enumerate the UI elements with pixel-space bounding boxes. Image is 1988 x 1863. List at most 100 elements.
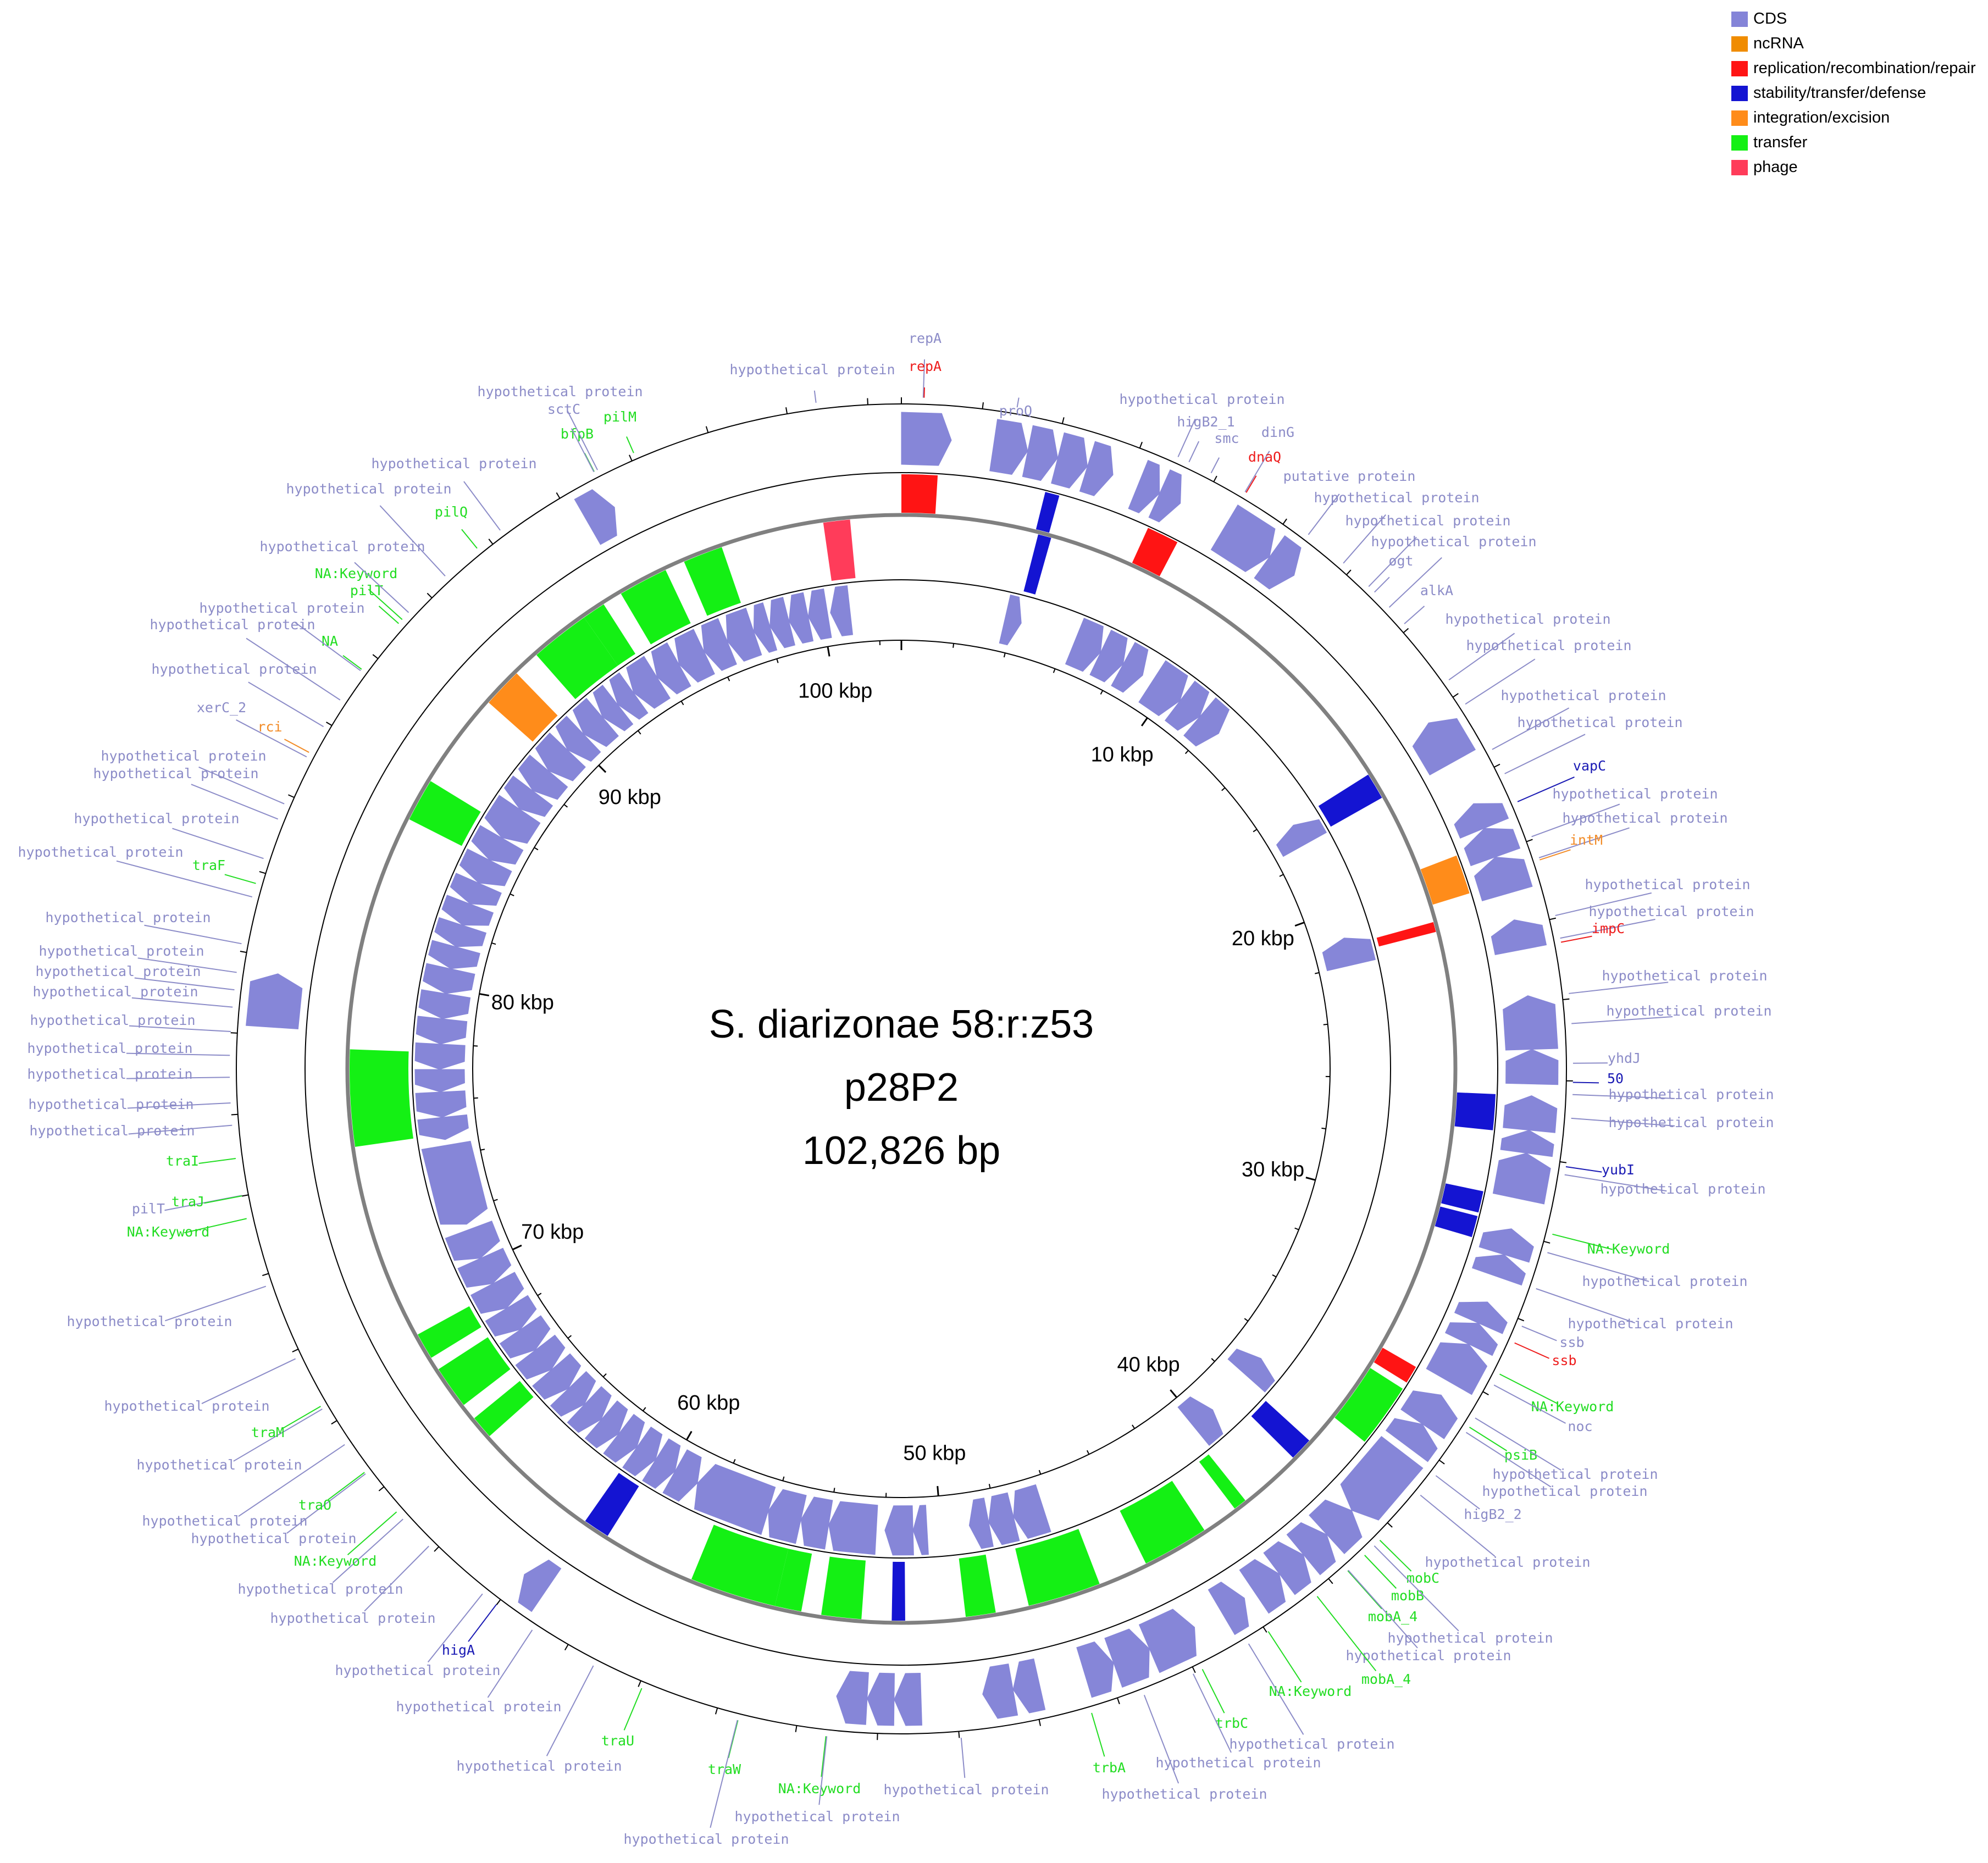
label-leader-line: [818, 1736, 828, 1805]
inner-cds-arrow: [651, 642, 691, 695]
gene-label: hypothetical protein: [396, 1699, 561, 1715]
inner-cds-arrow: [912, 1505, 929, 1555]
outer-tick: [785, 407, 788, 414]
gene-label: pilT: [350, 583, 383, 598]
gene-label: hypothetical protein: [371, 456, 536, 472]
map-title-line-1: S. diarizonae 58:r:z53: [709, 1002, 1094, 1046]
gene-label: hypothetical protein: [286, 481, 451, 497]
label-leader-line: [1435, 1475, 1480, 1510]
inner-cds-arrow: [414, 1069, 465, 1093]
label-leader-line: [1364, 1555, 1397, 1589]
inner-cds-arrow: [1065, 618, 1104, 672]
gene-label: hypothetical protein: [93, 766, 258, 781]
feature-block-transfer: [1120, 1481, 1205, 1564]
gene-label: traU: [601, 1733, 634, 1749]
gene-label: hypothetical protein: [191, 1531, 356, 1546]
legend-swatch: [1731, 85, 1748, 101]
gene-label: hypothetical protein: [729, 362, 895, 378]
legend-swatch: [1731, 11, 1748, 27]
outer-cds-arrow: [1128, 459, 1160, 513]
inner-cds-arrow: [503, 775, 553, 817]
outer-tick: [1518, 1318, 1525, 1322]
label-leader-line: [165, 1285, 267, 1322]
inner-cds-arrow: [584, 1400, 628, 1449]
minor-tick: [782, 1476, 785, 1481]
gene-label: NA:Keyword: [778, 1781, 861, 1797]
label-leader-line: [1374, 1545, 1459, 1632]
outer-tick: [867, 398, 868, 405]
gene-label: yhdJ: [1608, 1050, 1641, 1066]
minor-tick: [776, 658, 779, 663]
inner-cds-arrow: [603, 1413, 645, 1463]
gene-label: hypothetical protein: [1445, 611, 1610, 627]
inner-cds-arrow: [642, 1438, 681, 1489]
inner-cds-arrow: [726, 607, 762, 662]
gene-label: noc: [1568, 1418, 1592, 1434]
minor-tick: [1211, 1358, 1215, 1362]
minor-tick: [953, 643, 955, 648]
label-leader-line: [1348, 1570, 1418, 1649]
gene-label: hypothetical protein: [32, 984, 198, 1000]
gene-label: NA:Keyword: [127, 1224, 210, 1240]
minor-tick: [563, 803, 568, 808]
minor-tick: [1244, 1318, 1249, 1322]
outer-tick: [288, 794, 295, 799]
gene-label: hypothetical protein: [335, 1662, 500, 1678]
label-leader-line: [144, 924, 242, 945]
gene-label: hypothetical protein: [1101, 1786, 1267, 1802]
minor-tick: [1221, 787, 1226, 791]
label-leader-line: [1560, 935, 1592, 943]
label-leader-line: [1465, 1432, 1552, 1488]
gene-label: mobB: [1391, 1588, 1424, 1604]
label-leader-line: [201, 1358, 296, 1404]
inner-cds-arrow: [484, 795, 541, 844]
gene-label: ssb: [1559, 1334, 1584, 1350]
kbp-tick-label: 90 kbp: [599, 786, 661, 809]
inner-cds-arrow: [459, 849, 512, 886]
outer-tick: [262, 1273, 269, 1277]
label-leader-line: [922, 359, 926, 398]
outer-tick: [1493, 763, 1500, 768]
feature-block-stability: [1251, 1401, 1310, 1458]
label-leader-line: [198, 766, 285, 805]
inner-cds-arrow: [1322, 938, 1376, 972]
kbp-ticks: 10 kbp 20 kbp 30 kbp 40 kbp 50 kbp 60 kbp 70 k…: [230, 397, 1573, 1740]
inner-cds-arrow: [515, 1334, 566, 1380]
label-leader-line: [1504, 734, 1586, 774]
gene-label: alkA: [1420, 583, 1453, 598]
outer-tick: [564, 1644, 569, 1651]
outer-tick: [1482, 1391, 1489, 1395]
outer-tick: [1543, 1240, 1550, 1244]
gene-label: repA: [909, 330, 942, 346]
label-leader-line: [1571, 1016, 1673, 1024]
label-leader-line: [1201, 1668, 1225, 1714]
ring-circle: [304, 472, 1498, 1666]
inner-cds-arrow: [828, 1501, 878, 1555]
outer-tick: [292, 1349, 299, 1352]
kbp-tick-label: 50 kbp: [903, 1441, 966, 1465]
label-leader-line: [546, 1665, 594, 1756]
label-leader-line: [233, 1409, 323, 1462]
label-leader-line: [126, 1052, 230, 1056]
label-leader-line: [1210, 457, 1220, 474]
gene-label: traI: [166, 1153, 199, 1169]
inner-cds-arrow: [415, 1090, 467, 1118]
legend-label: transfer: [1753, 134, 1808, 151]
label-leader-line: [131, 997, 233, 1008]
outer-cds-arrow: [982, 1664, 1018, 1719]
major-tick: [1140, 717, 1148, 727]
gene-label: hypothetical protein: [35, 963, 201, 979]
gene-label: hypothetical protein: [1119, 391, 1284, 407]
minor-tick: [643, 1407, 646, 1411]
outer-cds-arrow: [1474, 857, 1533, 902]
label-leader-line: [328, 1472, 365, 1500]
label-leader-line: [623, 1688, 643, 1731]
label-leader-line: [821, 1736, 827, 1777]
label-leader-line: [295, 622, 361, 672]
label-leader-line: [204, 1195, 242, 1204]
minor-tick: [1053, 668, 1056, 673]
outer-cds-arrow: [989, 419, 1028, 475]
label-leader-line: [1177, 418, 1196, 457]
outer-tick: [434, 1546, 440, 1552]
